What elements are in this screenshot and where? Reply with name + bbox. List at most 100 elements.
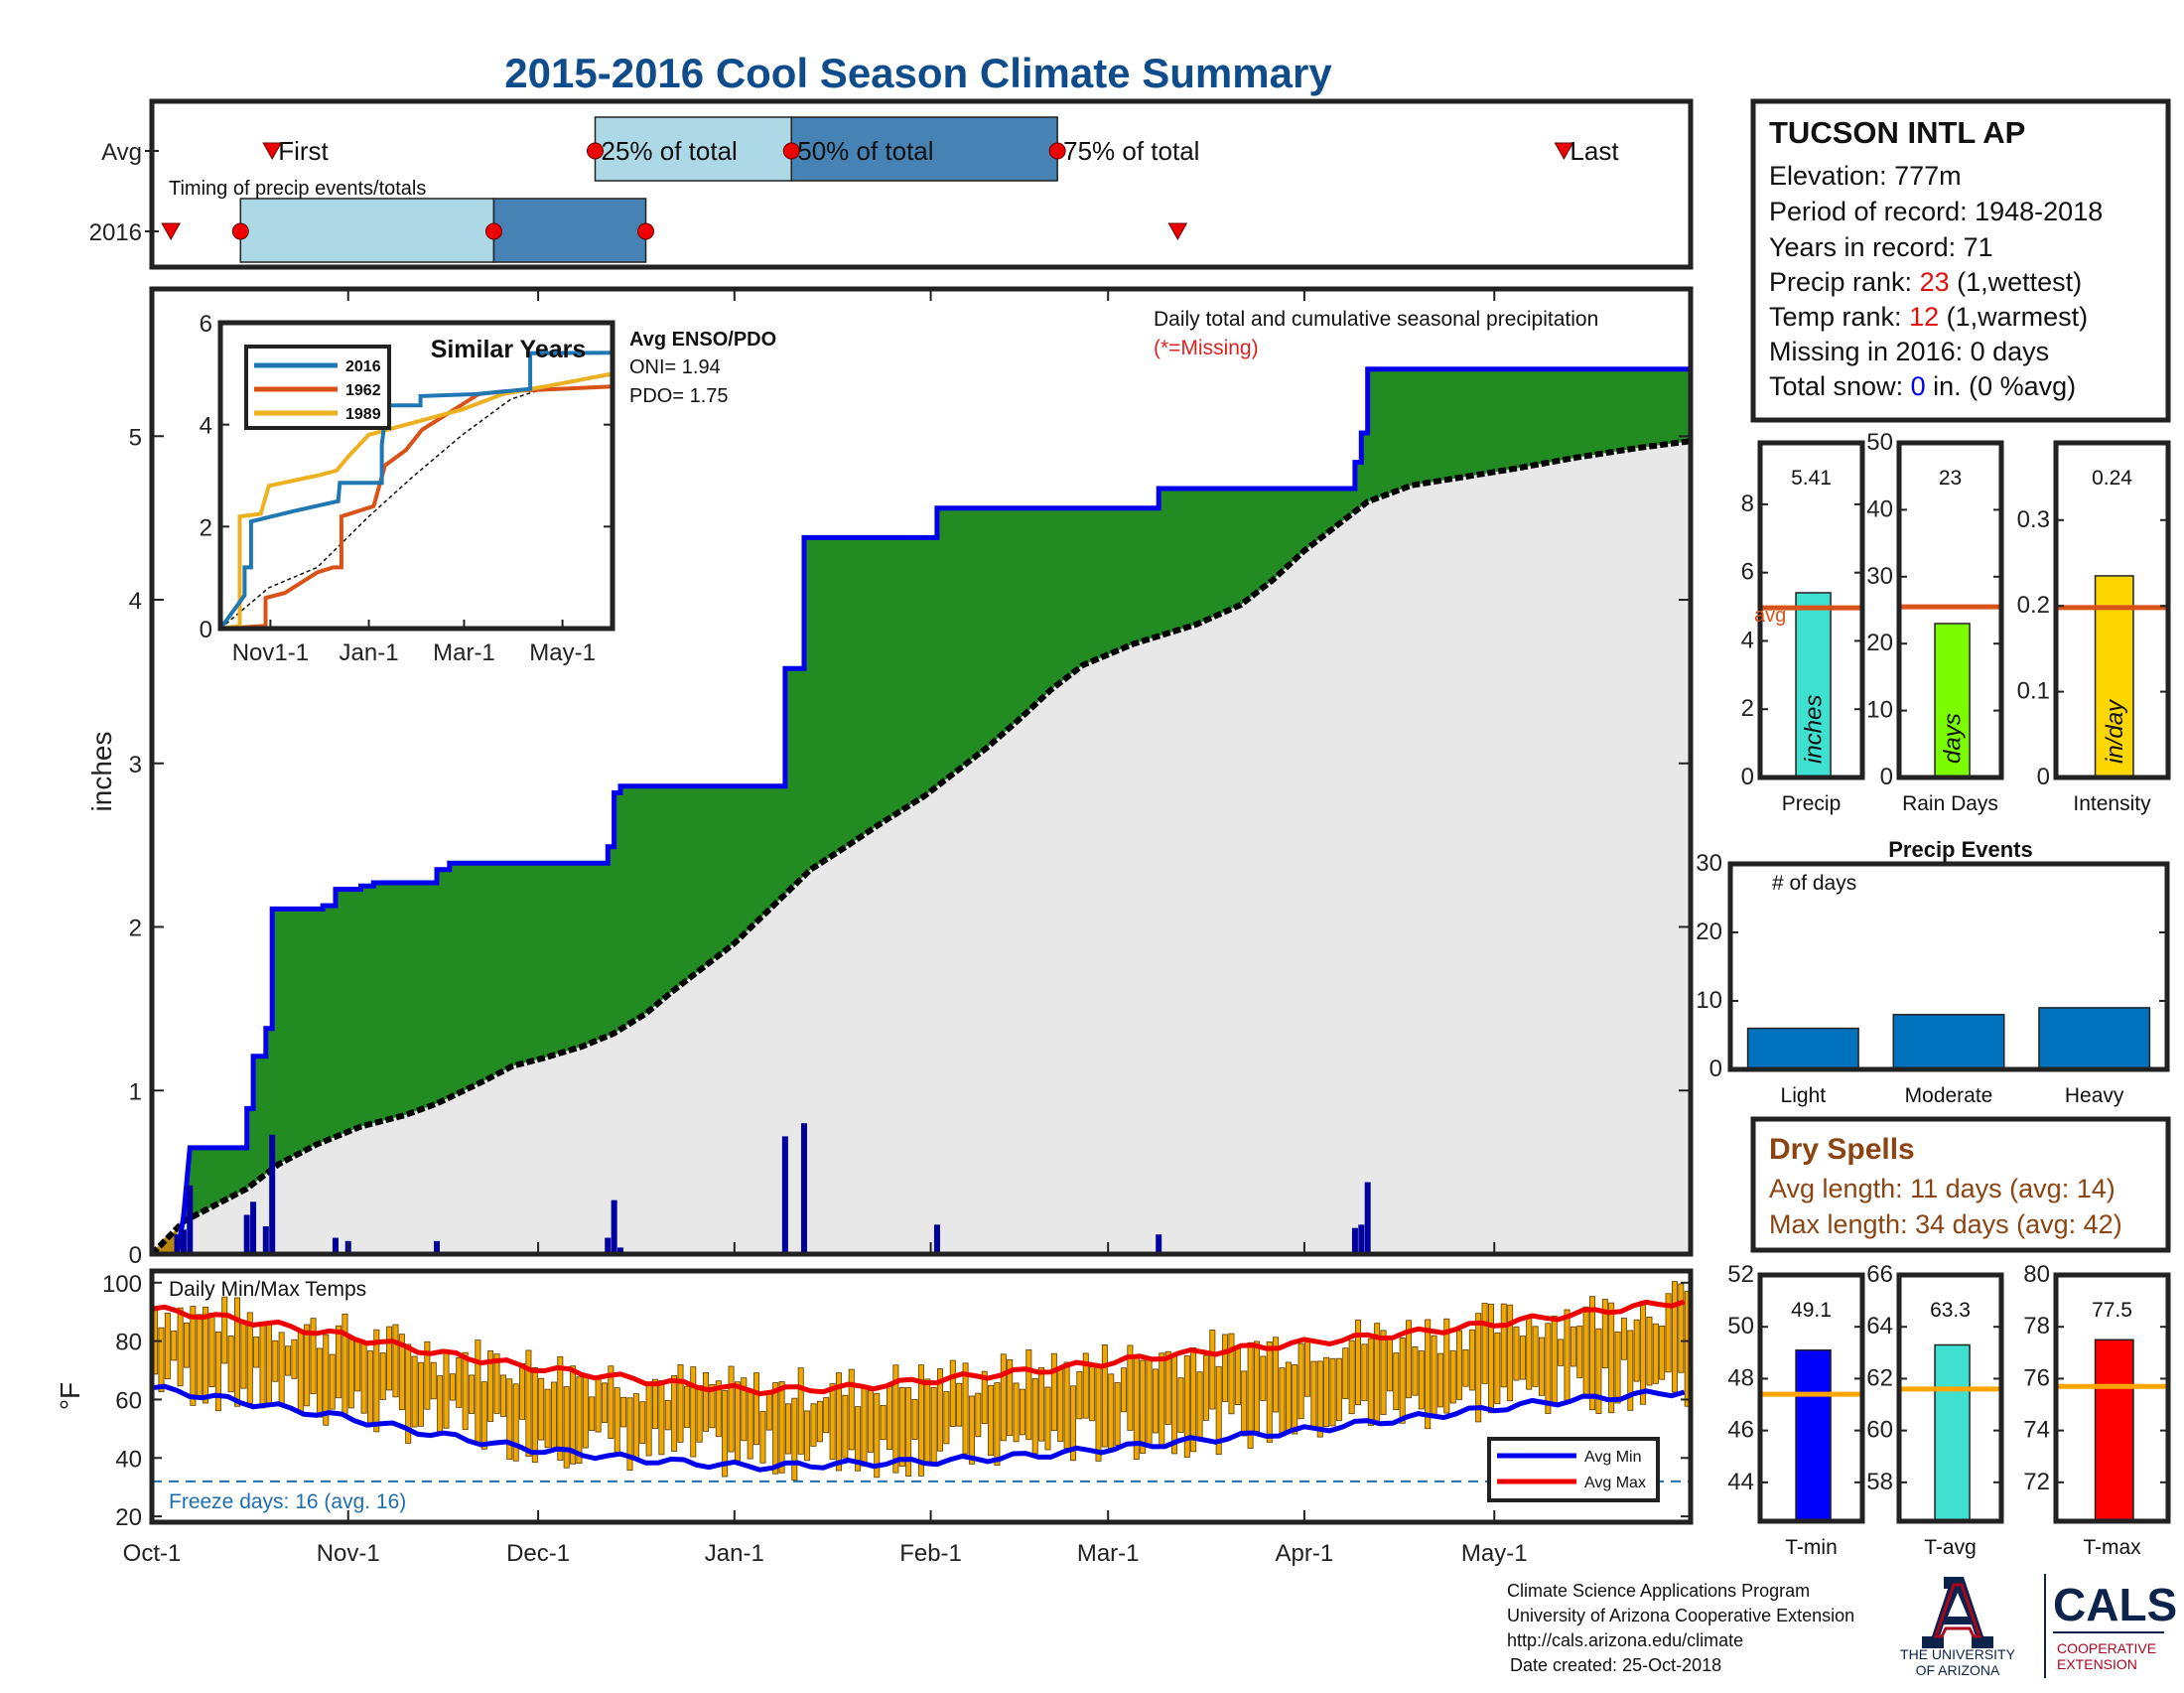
bar-ytick-label: 0.3: [2017, 506, 2050, 533]
events-title: Precip Events: [1888, 837, 2033, 862]
ua-name-line1: THE UNIVERSITY: [1900, 1646, 2016, 1662]
daily-temp-bar: [1456, 1330, 1463, 1400]
daily-temp-bar: [905, 1387, 912, 1477]
daily-temp-bar: [240, 1323, 247, 1389]
daily-precip-bar: [1351, 1227, 1358, 1254]
daily-temp-bar: [734, 1381, 741, 1462]
bar-value-label: 63.3: [1930, 1299, 1971, 1322]
daily-temp-bar: [576, 1376, 583, 1465]
daily-temp-bar: [1057, 1366, 1064, 1442]
avg-last-marker: [1554, 142, 1574, 161]
main-precip-panel: 0 1 2 3 4 5 inches Daily total and cumulative…: [86, 286, 1694, 1269]
daily-temp-bar: [765, 1391, 772, 1431]
station-name: TUCSON INTL AP: [1769, 115, 2025, 150]
daily-temp-bar: [994, 1382, 1001, 1466]
temp-legend: Avg Min Avg Max: [1487, 1437, 1660, 1502]
y2016-25-50-box: [239, 198, 495, 263]
daily-temp-bar: [1000, 1353, 1007, 1442]
summary-bar: [2094, 1339, 2134, 1522]
daily-temp-bar: [1367, 1338, 1374, 1426]
station-missing: Missing in 2016: 0 days: [1769, 337, 2049, 366]
bar-ytick-label: 72: [2023, 1469, 2050, 1495]
daily-temp-bar: [227, 1336, 234, 1393]
daily-temp-bar: [1481, 1303, 1488, 1384]
daily-temp-bar: [1380, 1330, 1387, 1415]
daily-temp-bar: [842, 1394, 849, 1459]
main-ytick-label: 2: [129, 916, 142, 942]
inset-legend-label: 1989: [345, 406, 381, 423]
daily-temp-bar: [1614, 1331, 1621, 1404]
chart-title: 2015-2016 Cool Season Climate Summary: [504, 50, 1332, 96]
daily-temp-bar: [1342, 1347, 1349, 1399]
event-ytick-label: 30: [1696, 850, 1722, 877]
daily-temp-bar: [177, 1307, 184, 1387]
bar-value-label: 23: [1939, 467, 1962, 490]
bar-value-label: 5.41: [1791, 467, 1832, 490]
daily-precip-bar: [1364, 1182, 1371, 1254]
daily-temp-bar: [677, 1364, 684, 1443]
bar-value-label: 77.5: [2092, 1299, 2132, 1322]
station-temp-rank: Temp rank: 12 (1,warmest): [1769, 302, 2088, 332]
bar-ytick-label: 64: [1866, 1313, 1893, 1340]
daily-precip-bar: [1358, 1224, 1365, 1254]
daily-precip-bar: [180, 1229, 187, 1254]
daily-temp-bar: [1468, 1329, 1475, 1391]
main-ytick-label: 1: [129, 1078, 142, 1105]
daily-temp-bar: [1582, 1306, 1589, 1395]
inset-xtick-label: Nov1-1: [232, 639, 309, 666]
daily-temp-bar: [462, 1351, 469, 1431]
daily-temp-bar: [1292, 1364, 1298, 1435]
month-label: Mar-1: [1077, 1540, 1140, 1567]
bar-ytick-label: 4: [1741, 627, 1754, 653]
daily-temp-bar: [405, 1343, 412, 1444]
daily-temp-bar: [1620, 1318, 1627, 1360]
daily-temp-bar: [1539, 1337, 1545, 1396]
bar-ytick-label: 58: [1866, 1469, 1893, 1495]
inset-title: Similar Years: [431, 336, 587, 363]
daily-temp-bar: [855, 1406, 862, 1472]
daily-temp-bar: [880, 1405, 887, 1441]
daily-temp-bar: [1589, 1296, 1596, 1411]
daily-temp-bar: [1545, 1323, 1552, 1414]
daily-temp-bar: [1425, 1319, 1432, 1430]
inset-ytick-label: 6: [200, 311, 212, 338]
daily-temp-bar: [1633, 1319, 1640, 1382]
daily-temp-bar: [1069, 1385, 1076, 1462]
daily-temp-bar: [988, 1384, 995, 1457]
daily-temp-bar: [1089, 1366, 1096, 1422]
inset-1989-line: [219, 371, 614, 631]
bar-ytick-label: 60: [1866, 1417, 1893, 1444]
daily-temp-bar: [512, 1383, 519, 1462]
daily-temp-bar: [1304, 1340, 1310, 1397]
inset-1962-line: [219, 384, 614, 631]
temp-ytick-label: 80: [115, 1330, 142, 1356]
daily-precip-bar: [243, 1214, 250, 1254]
daily-temp-bar: [386, 1326, 393, 1391]
main-ytick-label: 5: [129, 424, 142, 451]
temp-ytick-label: 20: [115, 1504, 142, 1531]
daily-temp-bar: [499, 1374, 506, 1417]
bar-ytick-label: 50: [1727, 1313, 1754, 1340]
bar-xlabel: Precip: [1782, 792, 1842, 815]
daily-temp-bar: [962, 1362, 969, 1455]
daily-temp-bar: [265, 1321, 272, 1405]
daily-temp-bar: [437, 1375, 444, 1432]
daily-temp-bar: [1007, 1358, 1014, 1437]
dry-spells-avg: Avg length: 11 days (avg: 14): [1769, 1174, 2116, 1203]
dry-spells-title: Dry Spells: [1769, 1133, 1915, 1166]
daily-temp-bar: [449, 1373, 456, 1401]
footer-url: http://cals.arizona.edu/climate: [1507, 1630, 1743, 1650]
daily-temp-bar: [214, 1331, 221, 1412]
daily-temp-bar: [937, 1368, 944, 1452]
daily-temp-bar: [867, 1390, 874, 1453]
y2016-50-75-box: [492, 198, 647, 263]
university-of-arizona-logo: THE UNIVERSITY OF ARIZONA CALS COOPERATI…: [1900, 1574, 2177, 1678]
daily-temp-bar: [671, 1374, 678, 1452]
daily-precip-bar: [800, 1123, 807, 1254]
daily-temp-bar: [1576, 1326, 1583, 1378]
daily-precip-bar: [174, 1234, 181, 1254]
daily-temp-bar: [930, 1386, 937, 1466]
event-ytick-label: 20: [1696, 918, 1722, 945]
temp-legend-label: Avg Min: [1584, 1449, 1642, 1466]
